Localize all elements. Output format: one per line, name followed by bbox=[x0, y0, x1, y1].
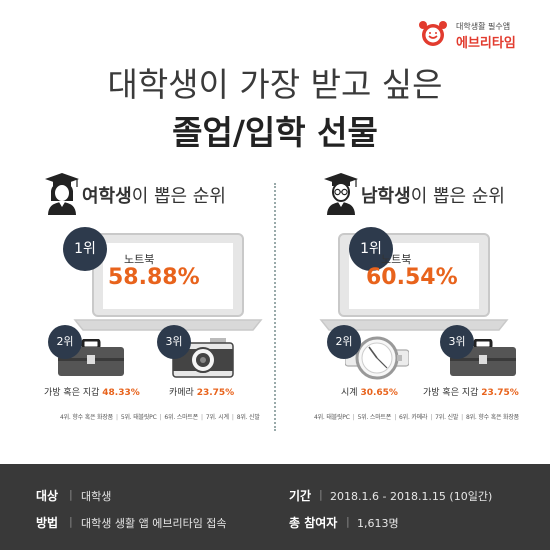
laptop-icon bbox=[73, 233, 263, 331]
list-item: 4위. 향수 혹은 화장품 bbox=[60, 414, 114, 421]
center-divider bbox=[274, 183, 276, 431]
male-graduate-icon bbox=[324, 173, 358, 215]
page-title-line1: 대학생이 가장 받고 싶은 bbox=[107, 65, 443, 104]
female-rank1-item: 노트북 bbox=[124, 253, 155, 266]
alarm-clock-icon bbox=[419, 21, 447, 46]
female-rank2-badge: 2위 bbox=[48, 325, 82, 359]
male-rank1-percent: 60.54% bbox=[366, 265, 458, 290]
logo-tagline: 대학생활 필수앱 bbox=[456, 22, 511, 31]
list-item: 5위. 스마트폰 bbox=[357, 414, 392, 421]
male-rank2-badge: 2위 bbox=[327, 325, 361, 359]
logo-name: 에브리타임 bbox=[456, 36, 516, 51]
period-value: 2018.1.6 - 2018.1.15 (10일간) bbox=[330, 490, 493, 503]
target-label: 대상 bbox=[36, 489, 59, 503]
female-rank3-badge: 3위 bbox=[157, 325, 191, 359]
method-value: 대학생 생활 앱 에브리타임 접속 bbox=[81, 517, 227, 530]
method-label: 방법 bbox=[36, 516, 59, 530]
male-rank1-badge: 1위 bbox=[349, 227, 393, 271]
female-rank2-caption: 가방 혹은 지갑 48.33% bbox=[44, 388, 140, 398]
male-rank3-caption: 가방 혹은 지갑 23.75% bbox=[423, 388, 519, 398]
participants-label: 총 참여자 bbox=[289, 516, 338, 530]
female-other-ranks: 4위. 향수 혹은 화장품 | 5위. 태블릿PC | 6위. 스마트폰 | 7위. 시계 |… bbox=[60, 414, 260, 421]
survey-info-footer: 대상 | 대학생 방법 | 대학생 생활 앱 에브리타임 접속 기간 | 201… bbox=[0, 464, 550, 550]
list-item: 6위. 스마트폰 bbox=[164, 414, 199, 421]
male-rank2-caption: 시계 30.65% bbox=[341, 388, 398, 398]
list-item: 8위. 신발 bbox=[236, 414, 260, 421]
female-section-title: 여학생이 뽑은 순위 bbox=[82, 186, 226, 207]
watch-icon bbox=[345, 336, 409, 380]
female-rank1-badge: 1위 bbox=[63, 227, 107, 271]
female-rank1-percent: 58.88% bbox=[108, 265, 200, 290]
page-title-line2: 졸업/입학 선물 bbox=[172, 113, 378, 152]
male-section-title: 남학생이 뽑은 순위 bbox=[361, 186, 505, 207]
list-item: 6위. 카메라 bbox=[399, 414, 428, 421]
brand-logo: 대학생활 필수앱 에브리타임 bbox=[417, 18, 542, 52]
list-item: 4위. 태블릿PC bbox=[314, 414, 350, 421]
female-graduate-icon bbox=[45, 173, 79, 215]
list-item: 7위. 시계 bbox=[205, 414, 229, 421]
list-item: 7위. 신발 bbox=[435, 414, 459, 421]
list-item: 5위. 태블릿PC bbox=[120, 414, 157, 421]
period-label: 기간 bbox=[289, 489, 312, 503]
male-rank3-badge: 3위 bbox=[440, 325, 474, 359]
female-rank3-caption: 카메라 23.75% bbox=[169, 388, 235, 398]
participants-value: 1,613명 bbox=[357, 517, 399, 530]
target-value: 대학생 bbox=[81, 490, 112, 503]
list-item: 8위. 향수 혹은 화장품 bbox=[466, 414, 520, 421]
male-rank1-item: 노트북 bbox=[381, 253, 412, 266]
male-other-ranks: 4위. 태블릿PC | 5위. 스마트폰 | 6위. 카메라 | 7위. 신발 | 8위. 향수… bbox=[314, 414, 520, 421]
